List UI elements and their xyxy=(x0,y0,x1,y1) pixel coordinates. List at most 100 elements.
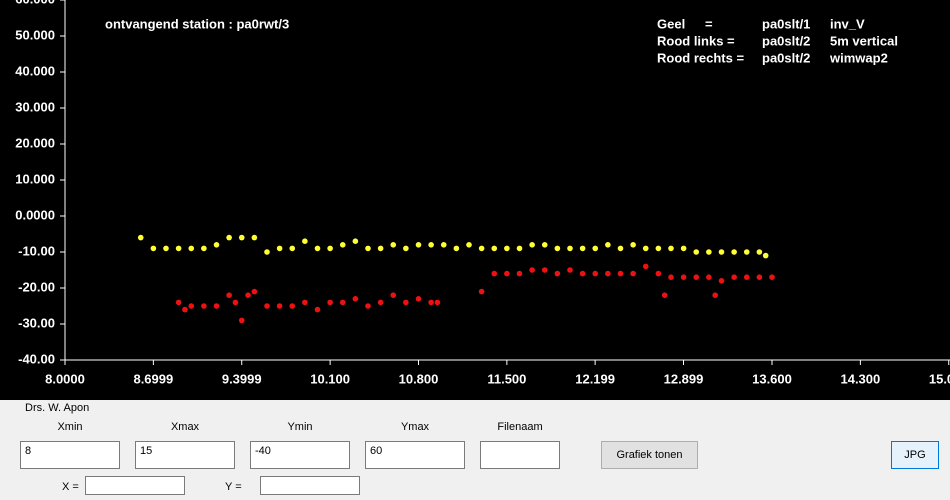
point xyxy=(617,270,624,277)
point xyxy=(743,249,750,255)
legend-text: pa0slt/1 xyxy=(762,16,810,31)
point xyxy=(592,270,599,277)
point xyxy=(226,234,232,241)
point xyxy=(302,299,308,306)
point xyxy=(630,242,636,248)
y-tick-label: 10.000 xyxy=(15,171,55,186)
point xyxy=(428,299,434,306)
legend-text: = xyxy=(705,16,713,31)
y-input[interactable] xyxy=(260,476,360,495)
point xyxy=(440,242,447,248)
point xyxy=(554,270,561,277)
point xyxy=(276,245,283,252)
field-input[interactable]: 60 xyxy=(365,441,465,469)
point xyxy=(213,303,220,309)
x-tick-label: 13.600 xyxy=(752,371,792,386)
field-input[interactable]: 8 xyxy=(20,441,120,469)
point xyxy=(245,292,251,299)
x-tick-label: 10.100 xyxy=(310,371,350,386)
point xyxy=(314,306,321,313)
show-graph-button[interactable]: Grafiek tonen xyxy=(601,441,698,469)
point xyxy=(706,274,712,281)
point xyxy=(743,274,750,281)
legend-text: wimwap2 xyxy=(829,50,888,65)
chart-background xyxy=(0,0,950,400)
point xyxy=(630,270,636,277)
point xyxy=(434,299,441,306)
point xyxy=(642,263,649,270)
x-label: X = xyxy=(62,481,79,493)
point xyxy=(428,242,434,248)
point xyxy=(137,234,144,241)
annotation: ontvangend station : pa0rwt/3 xyxy=(105,16,289,31)
point xyxy=(617,245,624,252)
y-tick-label: 30.000 xyxy=(15,99,55,114)
point xyxy=(668,274,674,281)
point xyxy=(238,234,245,241)
point xyxy=(731,274,737,281)
point xyxy=(718,278,725,284)
jpg-button[interactable]: JPG xyxy=(891,441,939,469)
point xyxy=(276,303,283,309)
point xyxy=(655,270,662,277)
point xyxy=(201,245,207,252)
point xyxy=(579,270,586,277)
point xyxy=(182,306,188,313)
field-input[interactable]: 15 xyxy=(135,441,235,469)
point xyxy=(226,292,232,299)
point xyxy=(251,234,258,241)
y-tick-label: -10.00 xyxy=(18,243,55,258)
author: Drs. W. Apon xyxy=(25,402,90,414)
point xyxy=(668,245,674,252)
point xyxy=(453,245,460,252)
point xyxy=(339,299,346,306)
x-tick-label: 9.3999 xyxy=(222,371,262,386)
point xyxy=(516,245,523,252)
field-input[interactable]: -40 xyxy=(250,441,350,469)
field-label: Ymin xyxy=(287,421,313,433)
point xyxy=(731,249,737,255)
point xyxy=(175,245,182,252)
point xyxy=(762,252,769,259)
point xyxy=(163,245,169,252)
point xyxy=(529,242,535,248)
point xyxy=(466,242,472,248)
x-tick-label: 10.800 xyxy=(399,371,439,386)
point xyxy=(491,245,498,252)
point xyxy=(706,249,712,255)
field-input[interactable] xyxy=(480,441,560,469)
point xyxy=(712,292,718,299)
legend-text: Geel xyxy=(657,16,685,31)
point xyxy=(339,242,346,248)
y-tick-label: 20.000 xyxy=(15,135,55,150)
point xyxy=(302,238,308,244)
legend-text: pa0slt/2 xyxy=(762,50,810,65)
point xyxy=(213,242,220,248)
x-tick-label: 11.500 xyxy=(487,371,526,386)
x-tick-label: 12.199 xyxy=(575,371,615,386)
legend-text: inv_V xyxy=(830,16,865,31)
point xyxy=(504,270,510,277)
x-tick-label: 14.300 xyxy=(840,371,880,386)
point xyxy=(232,299,239,306)
point xyxy=(529,267,535,273)
point xyxy=(541,267,548,273)
point xyxy=(554,245,561,252)
point xyxy=(201,303,207,309)
x-input[interactable] xyxy=(85,476,185,495)
point xyxy=(403,245,409,252)
y-tick-label: 0.0000 xyxy=(15,207,55,222)
point xyxy=(289,303,296,309)
y-tick-label: 40.000 xyxy=(15,63,55,78)
point xyxy=(175,299,182,306)
point xyxy=(756,249,763,255)
point xyxy=(415,296,422,302)
field-label: Xmax xyxy=(170,421,200,433)
y-tick-label: 60.000 xyxy=(15,0,55,6)
point xyxy=(491,270,498,277)
point xyxy=(478,245,485,252)
point xyxy=(188,303,195,309)
point xyxy=(516,270,523,277)
point xyxy=(478,288,485,295)
